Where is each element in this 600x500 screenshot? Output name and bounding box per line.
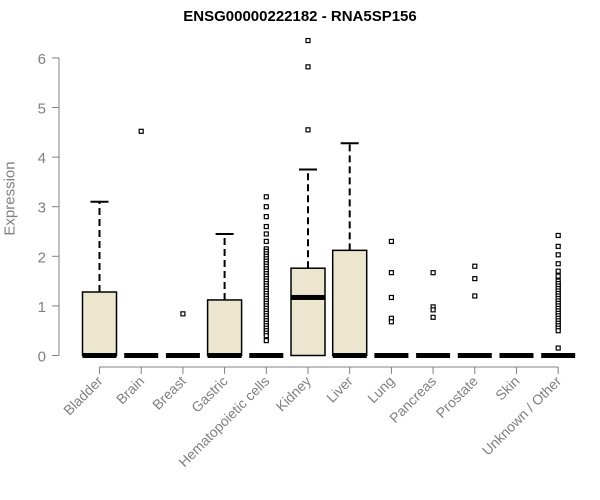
median-pancreas: [416, 353, 451, 358]
outlier-brain-0: [138, 128, 144, 134]
outlier-pancreas-3: [430, 314, 436, 320]
outlier-unknown-other-27: [555, 345, 561, 351]
outlier-pancreas-0: [430, 270, 436, 276]
chart-title: ENSG00000222182 - RNA5SP156: [183, 8, 417, 25]
outlier-lung-0: [388, 238, 394, 245]
outlier-unknown-other-1: [555, 243, 561, 249]
outlier-unknown-other-3: [555, 261, 561, 267]
median-unknown-other: [541, 353, 576, 358]
outlier-prostate-0: [472, 263, 478, 269]
outlier-lung-4: [388, 319, 394, 325]
median-liver: [332, 353, 367, 358]
x-tick-label-lung: Lung: [364, 373, 397, 406]
median-brain: [124, 353, 159, 358]
x-tick-label-kidney: Kidney: [273, 373, 315, 415]
box-gastric: [206, 299, 243, 357]
median-lung: [374, 353, 409, 358]
y-tick-label-5: 5: [38, 101, 46, 118]
outlier-hematopoietic-cells-3: [263, 223, 269, 230]
outlier-unknown-other-5: [555, 273, 561, 279]
outlier-unknown-other-0: [555, 232, 561, 239]
outlier-prostate-2: [472, 293, 478, 299]
y-tick-label-6: 6: [38, 51, 46, 68]
median-kidney: [291, 294, 325, 300]
median-prostate: [457, 353, 492, 358]
x-tick-label-prostate: Prostate: [433, 373, 481, 421]
outlier-hematopoietic-cells-42: [263, 338, 269, 344]
outlier-lung-1: [388, 270, 394, 276]
y-tick-label-0: 0: [38, 349, 46, 366]
outlier-pancreas-2: [430, 307, 436, 313]
outlier-kidney-0: [305, 37, 311, 44]
outlier-kidney-1: [305, 64, 311, 70]
outlier-unknown-other-4: [555, 268, 561, 274]
outlier-hematopoietic-cells-1: [263, 204, 269, 210]
x-tick-label-brain: Brain: [113, 373, 147, 407]
x-tick-label-skin: Skin: [492, 373, 523, 404]
outlier-hematopoietic-cells-2: [263, 214, 269, 220]
x-tick-label-unknown-other: Unknown / Other: [479, 373, 565, 459]
outlier-hematopoietic-cells-0: [263, 194, 269, 200]
outlier-lung-2: [388, 294, 394, 301]
outlier-hematopoietic-cells-41: [263, 333, 269, 339]
outlier-unknown-other-26: [555, 328, 561, 334]
median-skin: [499, 353, 534, 358]
median-hematopoietic-cells: [249, 353, 284, 358]
outlier-breast-0: [180, 311, 186, 317]
y-tick-label-4: 4: [38, 150, 46, 167]
box-kidney: [290, 267, 326, 357]
outlier-hematopoietic-cells-5: [263, 238, 269, 245]
median-bladder: [82, 353, 117, 358]
outlier-unknown-other-2: [555, 252, 561, 258]
outlier-kidney-2: [305, 127, 311, 133]
x-tick-label-bladder: Bladder: [60, 373, 106, 419]
median-breast: [165, 353, 200, 358]
x-tick-label-breast: Breast: [149, 373, 189, 413]
x-tick-label-liver: Liver: [323, 373, 356, 406]
median-gastric: [207, 353, 242, 358]
box-bladder: [81, 291, 118, 357]
y-tick-label-3: 3: [38, 200, 46, 217]
y-tick-label-2: 2: [38, 249, 46, 266]
y-tick-label-1: 1: [38, 299, 46, 316]
outlier-prostate-1: [472, 276, 478, 282]
outlier-hematopoietic-cells-4: [263, 231, 269, 237]
box-liver: [331, 249, 368, 357]
